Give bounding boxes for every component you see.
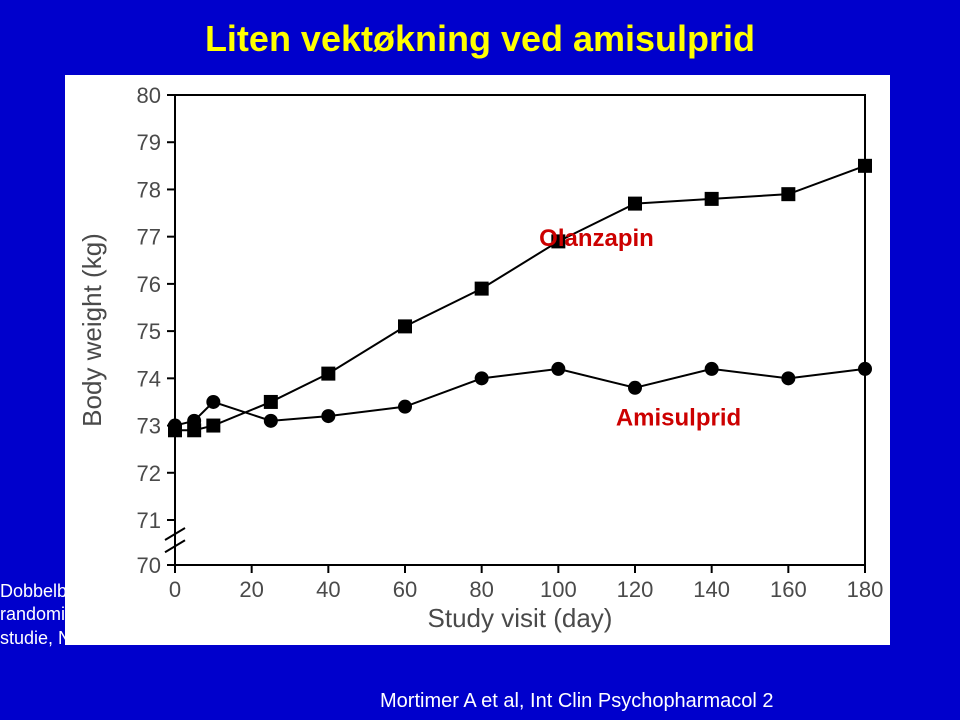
svg-text:120: 120 bbox=[617, 577, 654, 602]
svg-text:75: 75 bbox=[137, 319, 161, 344]
svg-text:79: 79 bbox=[137, 130, 161, 155]
svg-text:20: 20 bbox=[239, 577, 263, 602]
svg-text:Study visit (day): Study visit (day) bbox=[428, 603, 613, 633]
weight-chart: 70 71 72 73 74 75 76 77 78 79 80 0 20 40 60 80 100 120 140… bbox=[65, 75, 890, 645]
page-title: Liten vektøkning ved amisulprid bbox=[0, 0, 960, 60]
footnote-line: Dobbelblind, bbox=[0, 580, 112, 603]
svg-text:Olanzapin: Olanzapin bbox=[539, 225, 654, 252]
svg-text:Body weight (kg): Body weight (kg) bbox=[77, 233, 107, 427]
svg-text:76: 76 bbox=[137, 272, 161, 297]
svg-text:140: 140 bbox=[693, 577, 730, 602]
svg-text:80: 80 bbox=[469, 577, 493, 602]
svg-text:74: 74 bbox=[137, 366, 161, 391]
svg-text:0: 0 bbox=[169, 577, 181, 602]
svg-text:180: 180 bbox=[847, 577, 884, 602]
svg-text:80: 80 bbox=[137, 83, 161, 108]
svg-text:71: 71 bbox=[137, 508, 161, 533]
svg-text:72: 72 bbox=[137, 461, 161, 486]
svg-text:60: 60 bbox=[393, 577, 417, 602]
footnote-line: studie, N=377 bbox=[0, 627, 112, 650]
svg-text:77: 77 bbox=[137, 225, 161, 250]
svg-text:70: 70 bbox=[137, 553, 161, 578]
svg-text:78: 78 bbox=[137, 177, 161, 202]
svg-text:160: 160 bbox=[770, 577, 807, 602]
svg-text:Amisulprid: Amisulprid bbox=[616, 405, 741, 432]
svg-text:100: 100 bbox=[540, 577, 577, 602]
svg-text:73: 73 bbox=[137, 414, 161, 439]
study-design-note: Dobbelblind, randomisert studie, N=377 bbox=[0, 580, 112, 650]
footnote-line: randomisert bbox=[0, 603, 112, 626]
svg-text:40: 40 bbox=[316, 577, 340, 602]
citation: Mortimer A et al, Int Clin Psychopharmac… bbox=[380, 690, 774, 713]
